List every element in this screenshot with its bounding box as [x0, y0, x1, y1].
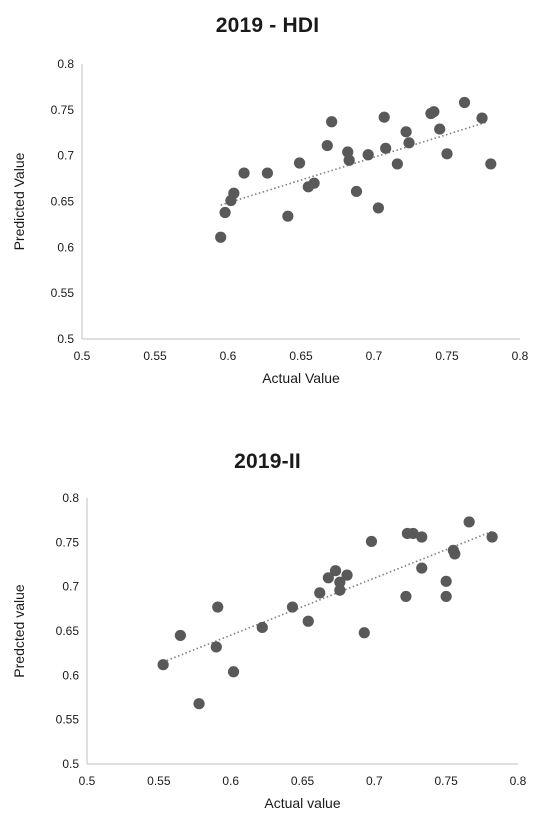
scatter-plot: 0.5 0.55 0.6 0.65 0.7 0.75 0.8 0.5 0.55 0.6 0.65 0.…: [11, 57, 529, 386]
data-point: [486, 531, 498, 543]
data-point: [174, 629, 186, 642]
data-point: [228, 187, 240, 199]
data-point: [449, 548, 461, 560]
x-tick-label: 0.7: [366, 349, 383, 363]
x-tick-label: 0.8: [510, 774, 527, 788]
y-tick-label: 0.6: [62, 668, 79, 682]
data-point: [441, 148, 453, 160]
data-point: [157, 659, 169, 671]
scatter-plot: 0.5 0.55 0.6 0.65 0.7 0.75 0.8 0.5 0.55 0.6 0.65 0.…: [11, 491, 527, 811]
data-point: [365, 535, 378, 548]
data-point: [343, 154, 355, 166]
data-point: [210, 641, 222, 653]
chart-2019-ii: 2019-II 0.5 0.55 0.6 0.65 0.7 0.75 0.8 0.5 0.55 0…: [0, 405, 535, 822]
y-axis-label: Predcted value: [11, 584, 27, 678]
y-tick-label: 0.55: [56, 713, 80, 727]
x-tick-label: 0.75: [435, 349, 459, 363]
data-point: [314, 587, 326, 599]
x-axis-label: Actual value: [264, 795, 340, 811]
y-axis-label: Predicted Value: [11, 152, 27, 250]
data-point: [293, 157, 306, 169]
x-tick-label: 0.5: [79, 774, 96, 788]
trendline: [162, 530, 494, 663]
data-point: [308, 177, 320, 189]
data-point: [329, 565, 342, 577]
x-tick-label: 0.75: [434, 774, 458, 788]
data-point: [407, 527, 419, 540]
x-tick-label: 0.6: [222, 774, 239, 788]
data-point: [400, 126, 412, 138]
data-point: [391, 158, 403, 170]
data-point: [212, 601, 224, 613]
y-tick-label: 0.5: [57, 332, 74, 346]
y-tick-label: 0.75: [56, 535, 80, 549]
data-point: [485, 158, 497, 170]
y-tick-label: 0.7: [57, 149, 74, 163]
data-point: [282, 210, 294, 222]
y-tick-label: 0.8: [62, 491, 79, 505]
data-point: [378, 111, 390, 123]
data-point: [322, 572, 334, 584]
data-point: [302, 615, 314, 627]
data-point: [227, 666, 240, 678]
chart-title: 2019-II: [234, 450, 301, 473]
data-point: [342, 146, 354, 158]
data-point: [458, 96, 471, 109]
data-point: [286, 601, 299, 613]
data-point: [476, 112, 488, 124]
data-point: [238, 167, 250, 179]
y-tick-label: 0.6: [57, 240, 74, 254]
data-point: [428, 106, 440, 118]
y-tick-label: 0.75: [51, 103, 75, 117]
data-point: [358, 627, 370, 639]
x-tick-label: 0.65: [289, 349, 313, 363]
x-tick-label: 0.8: [512, 349, 529, 363]
data-point: [341, 569, 353, 581]
data-point: [400, 590, 412, 603]
data-point: [193, 698, 205, 710]
y-tick-label: 0.7: [62, 580, 79, 594]
data-point: [463, 516, 475, 528]
data-point: [362, 149, 374, 161]
x-tick-label: 0.5: [74, 349, 91, 363]
data-point: [256, 621, 268, 634]
data-point: [416, 562, 428, 574]
data-point: [372, 202, 384, 214]
y-tick-label: 0.8: [57, 57, 74, 71]
x-tick-label: 0.7: [366, 774, 383, 788]
y-tick-label: 0.55: [51, 286, 75, 300]
data-point: [380, 142, 392, 154]
y-tick-label: 0.65: [56, 624, 80, 638]
data-point: [261, 167, 274, 179]
y-tick-label: 0.65: [51, 195, 75, 209]
chart-2019-hdi: 2019 - HDI 0.5 0.55 0.6 0.65 0.7 0.75 0.8 0.5 0.…: [0, 0, 535, 405]
data-point: [440, 590, 452, 603]
x-axis-label: Actual Value: [262, 370, 340, 386]
trendline: [220, 120, 489, 206]
chart-title: 2019 - HDI: [215, 14, 320, 37]
data-point: [350, 185, 363, 198]
x-tick-label: 0.55: [143, 349, 167, 363]
y-tick-label: 0.5: [62, 757, 79, 771]
data-point: [403, 137, 415, 149]
data-point: [416, 531, 428, 543]
data-point: [321, 139, 333, 152]
x-tick-label: 0.65: [291, 774, 315, 788]
data-point: [215, 231, 227, 243]
data-point: [434, 123, 446, 135]
data-point: [334, 576, 346, 588]
data-point: [219, 206, 231, 219]
x-tick-label: 0.55: [147, 774, 171, 788]
x-tick-label: 0.6: [220, 349, 237, 363]
data-point: [440, 575, 452, 587]
data-point: [334, 584, 346, 596]
data-point: [326, 116, 338, 128]
